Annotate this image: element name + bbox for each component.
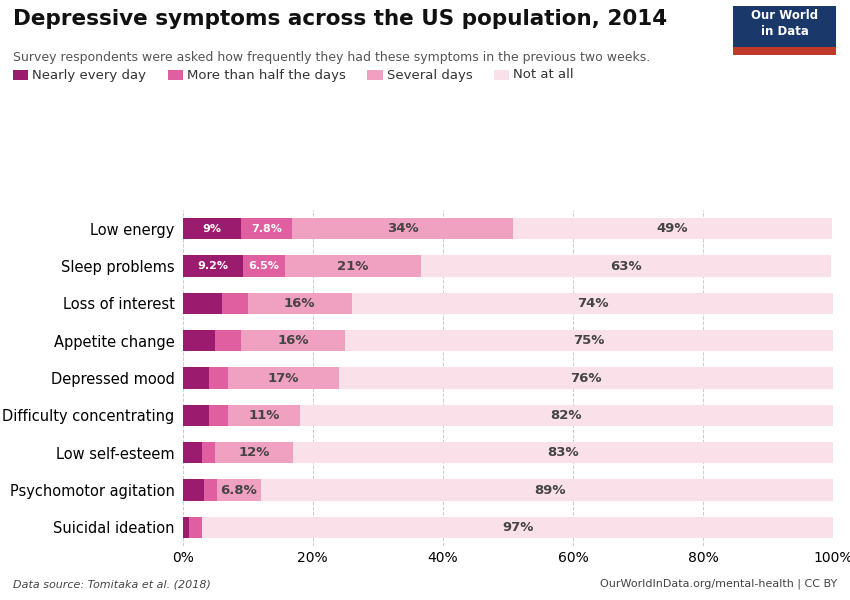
Text: Several days: Several days [387, 68, 473, 82]
Bar [183, 293, 222, 314]
Text: Nearly every day: Nearly every day [32, 68, 146, 82]
Text: 82%: 82% [551, 409, 582, 422]
Bar [339, 367, 833, 389]
Bar [285, 255, 422, 277]
Bar [183, 255, 242, 277]
Text: 6.8%: 6.8% [220, 484, 257, 497]
Bar [300, 404, 833, 426]
Bar [190, 517, 202, 538]
Text: 83%: 83% [547, 446, 579, 459]
Bar [241, 330, 345, 352]
Bar [422, 255, 831, 277]
Bar [293, 442, 833, 463]
Text: Depressive symptoms across the US population, 2014: Depressive symptoms across the US popula… [13, 9, 667, 29]
Text: 75%: 75% [574, 334, 605, 347]
Bar [229, 367, 339, 389]
Text: 11%: 11% [248, 409, 280, 422]
Text: 16%: 16% [278, 334, 309, 347]
Bar [261, 479, 840, 501]
Bar [242, 255, 285, 277]
Bar [229, 404, 300, 426]
Bar [345, 330, 833, 352]
Bar [183, 367, 209, 389]
Bar [209, 367, 229, 389]
Bar [203, 479, 217, 501]
Bar [202, 442, 215, 463]
Text: 89%: 89% [535, 484, 566, 497]
Bar [183, 404, 209, 426]
Text: Data source: Tomitaka et al. (2018): Data source: Tomitaka et al. (2018) [13, 579, 211, 589]
Text: More than half the days: More than half the days [187, 68, 346, 82]
Bar [248, 293, 352, 314]
Text: 9%: 9% [202, 224, 222, 233]
Bar [202, 517, 833, 538]
Text: Not at all: Not at all [513, 68, 574, 82]
Text: 34%: 34% [387, 222, 418, 235]
Bar [183, 330, 215, 352]
Bar [183, 442, 202, 463]
Text: 16%: 16% [284, 297, 315, 310]
Bar [183, 517, 190, 538]
Bar [222, 293, 247, 314]
Text: Survey respondents were asked how frequently they had these symptoms in the prev: Survey respondents were asked how freque… [13, 51, 650, 64]
Bar [513, 218, 831, 239]
Bar [215, 442, 293, 463]
Bar [183, 218, 241, 239]
Bar [292, 218, 513, 239]
Text: 21%: 21% [337, 259, 369, 272]
Text: Our World
in Data: Our World in Data [751, 9, 818, 38]
Bar [215, 330, 241, 352]
Bar [183, 479, 203, 501]
Bar [217, 479, 261, 501]
Bar [352, 293, 833, 314]
Text: 7.8%: 7.8% [252, 224, 282, 233]
Text: 49%: 49% [657, 222, 689, 235]
Text: 12%: 12% [239, 446, 270, 459]
Text: 9.2%: 9.2% [197, 261, 228, 271]
Text: OurWorldInData.org/mental-health | CC BY: OurWorldInData.org/mental-health | CC BY [600, 578, 837, 589]
Bar [241, 218, 292, 239]
Text: 74%: 74% [576, 297, 608, 310]
Text: 6.5%: 6.5% [248, 261, 279, 271]
Text: 97%: 97% [502, 521, 533, 534]
Bar [209, 404, 229, 426]
Text: 76%: 76% [570, 371, 602, 385]
Text: 17%: 17% [268, 371, 299, 385]
Text: 63%: 63% [610, 259, 642, 272]
